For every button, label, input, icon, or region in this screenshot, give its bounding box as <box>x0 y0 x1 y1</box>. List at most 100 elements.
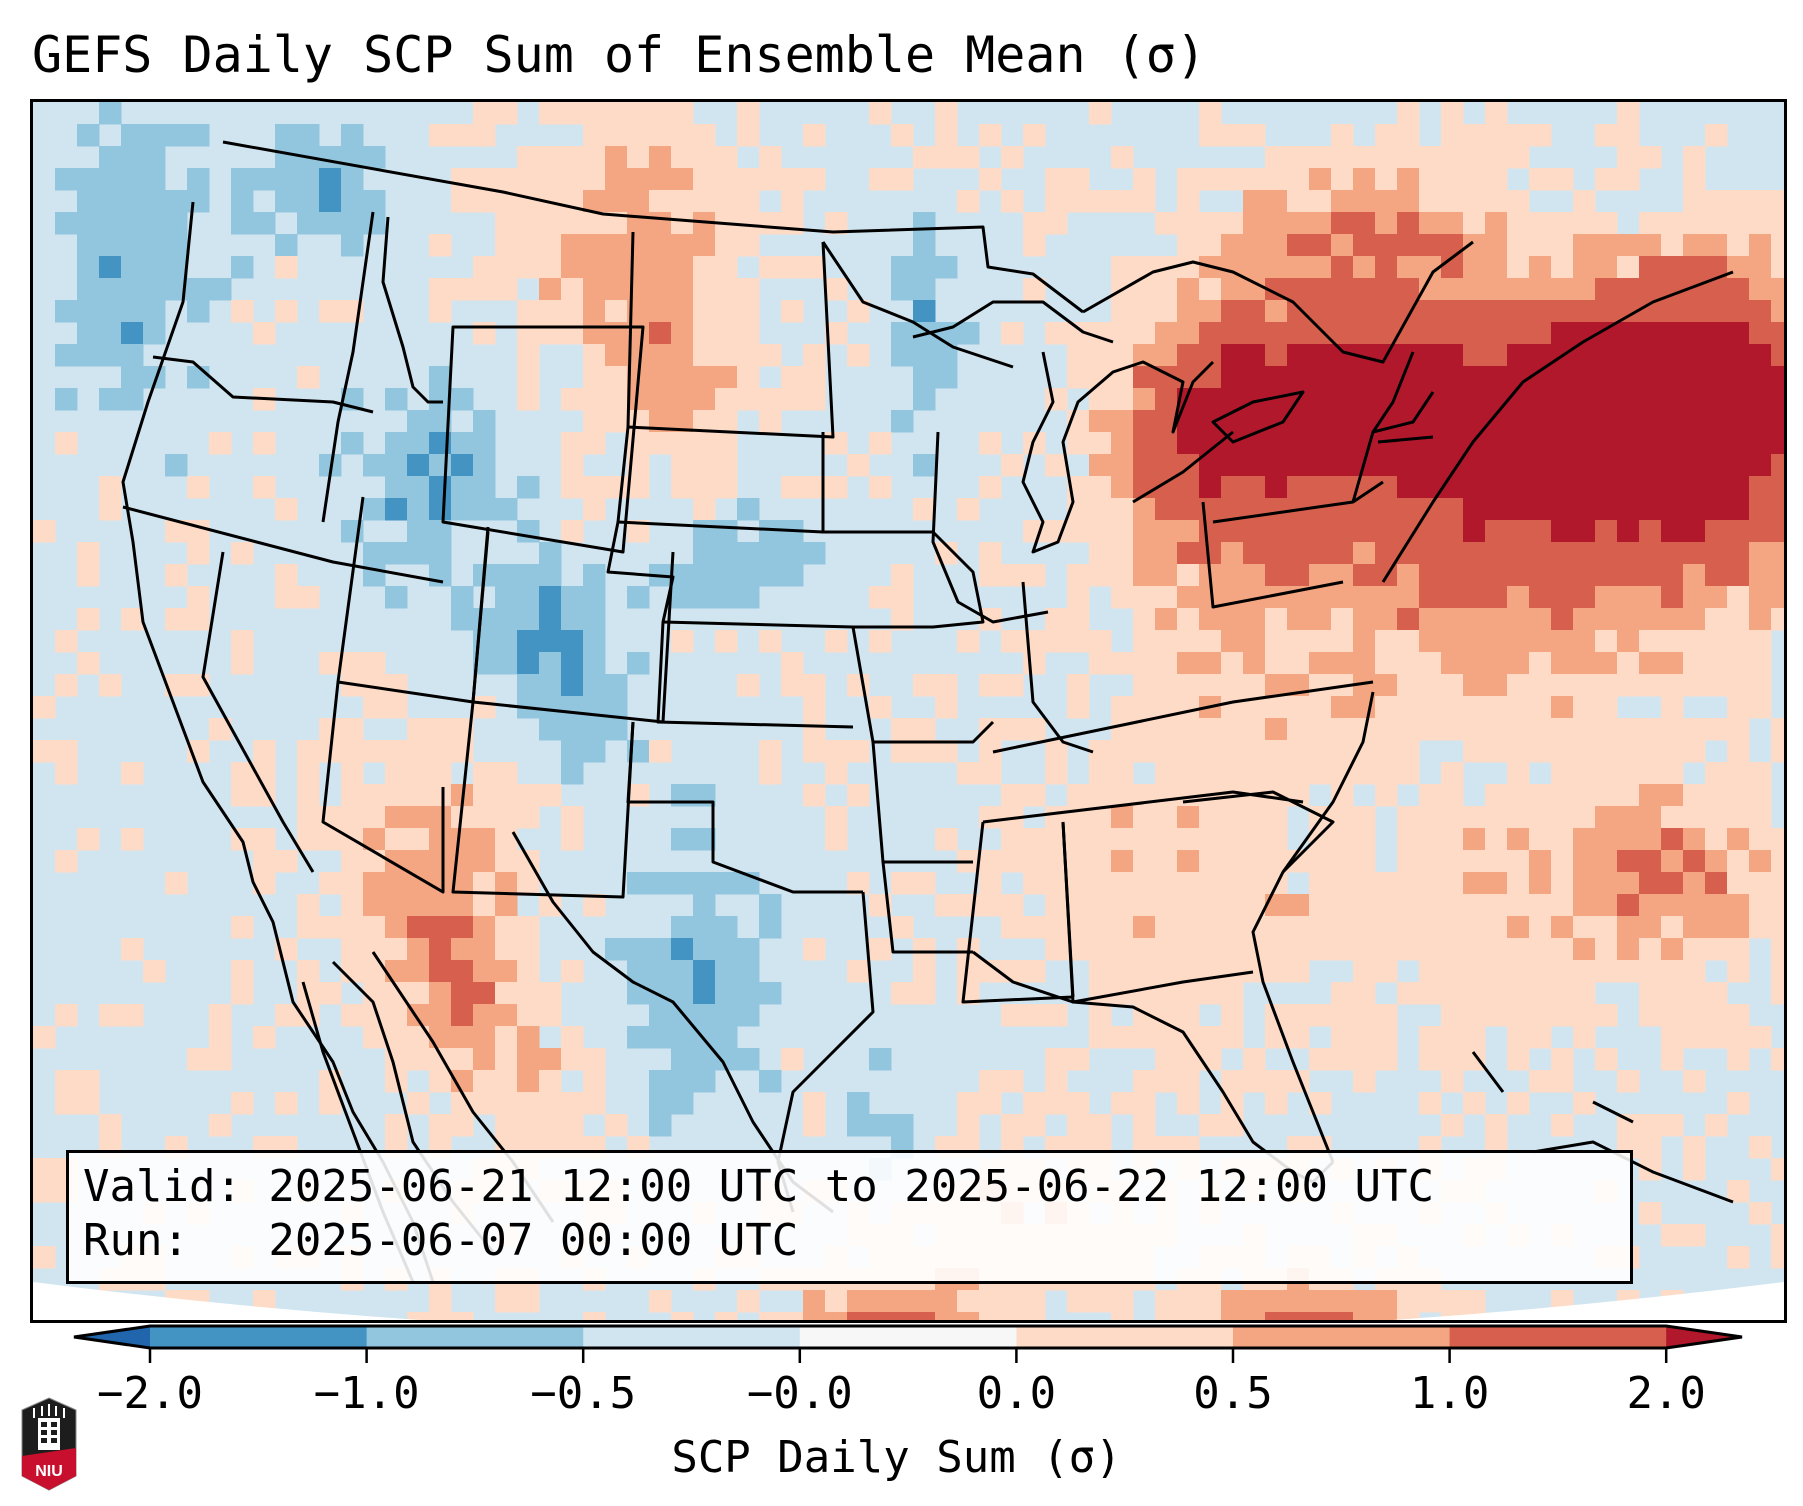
heatmap-cell <box>1375 1004 1398 1027</box>
heatmap-cell <box>1045 762 1068 785</box>
heatmap-cell <box>605 322 628 345</box>
heatmap-cell <box>693 300 716 323</box>
heatmap-cell <box>1771 740 1784 763</box>
heatmap-cell <box>1441 982 1464 1005</box>
heatmap-cell <box>99 388 122 411</box>
heatmap-cell <box>1727 762 1750 785</box>
heatmap-cell <box>1595 608 1618 631</box>
heatmap-cell <box>1397 454 1420 477</box>
heatmap-cell <box>1155 696 1178 719</box>
heatmap-cell <box>99 476 122 499</box>
heatmap-cell <box>1243 322 1266 345</box>
heatmap-cell <box>407 410 430 433</box>
heatmap-cell <box>319 652 342 675</box>
heatmap-cell <box>1133 718 1156 741</box>
heatmap-cell <box>1551 366 1574 389</box>
heatmap-cell <box>1067 850 1090 873</box>
heatmap-cell <box>1001 564 1024 587</box>
heatmap-cell <box>1705 828 1728 851</box>
heatmap-cell <box>1243 366 1266 389</box>
heatmap-cell <box>1419 190 1442 213</box>
heatmap-cell <box>1573 762 1596 785</box>
heatmap-cell <box>1683 1026 1706 1049</box>
heatmap-cell <box>561 718 584 741</box>
heatmap-cell <box>671 916 694 939</box>
heatmap-cell <box>1551 938 1574 961</box>
heatmap-cell <box>385 432 408 455</box>
heatmap-cell <box>1573 542 1596 565</box>
heatmap-cell <box>1705 476 1728 499</box>
heatmap-cell <box>1617 1070 1640 1093</box>
heatmap-cell <box>1221 740 1244 763</box>
heatmap-cell <box>473 608 496 631</box>
heatmap-cell <box>429 938 452 961</box>
heatmap-cell <box>759 168 782 191</box>
heatmap-cell <box>1595 762 1618 785</box>
heatmap-cell <box>1661 1004 1684 1027</box>
heatmap-cell <box>913 872 936 895</box>
heatmap-cell <box>1727 960 1750 983</box>
heatmap-cell <box>1573 740 1596 763</box>
heatmap-cell <box>1771 388 1784 411</box>
heatmap-cell <box>385 872 408 895</box>
border-ny-ne <box>1351 351 1415 503</box>
heatmap-cell <box>451 608 474 631</box>
heatmap-cell <box>1705 982 1728 1005</box>
heatmap-cell <box>1705 520 1728 543</box>
heatmap-cell <box>1133 828 1156 851</box>
border-az-nm <box>321 681 635 899</box>
heatmap-cell <box>737 982 760 1005</box>
border-wi <box>931 431 1049 624</box>
heatmap-cell <box>1089 564 1112 587</box>
heatmap-cell <box>1595 1004 1618 1027</box>
heatmap-cell <box>1507 806 1530 829</box>
heatmap-cell <box>1661 454 1684 477</box>
heatmap-cell <box>275 498 298 521</box>
heatmap-cell <box>1331 608 1354 631</box>
heatmap-cell <box>1771 850 1784 873</box>
heatmap-cell <box>1617 850 1640 873</box>
heatmap-cell <box>1397 828 1420 851</box>
heatmap-cell <box>1001 1312 1024 1320</box>
heatmap-cell <box>913 718 936 741</box>
heatmap-cell <box>275 564 298 587</box>
heatmap-cell <box>517 234 540 257</box>
heatmap-cell <box>1287 938 1310 961</box>
heatmap-cell <box>143 278 166 301</box>
heatmap-cell <box>1133 498 1156 521</box>
heatmap-cell <box>231 300 254 323</box>
heatmap-cell <box>1265 300 1288 323</box>
heatmap-cell <box>1309 850 1332 873</box>
heatmap-cell <box>1089 784 1112 807</box>
heatmap-cell <box>517 520 540 543</box>
heatmap-cell <box>1419 630 1442 653</box>
heatmap-cell <box>1265 454 1288 477</box>
heatmap-cell <box>1243 476 1266 499</box>
heatmap-cell <box>1507 234 1530 257</box>
heatmap-cell <box>1155 608 1178 631</box>
heatmap-cell <box>297 740 320 763</box>
heatmap-cell <box>1331 278 1354 301</box>
heatmap-cell <box>1485 1004 1508 1027</box>
heatmap-cell <box>671 564 694 587</box>
heatmap-cell <box>1287 630 1310 653</box>
heatmap-cell <box>451 982 474 1005</box>
heatmap-cell <box>649 344 672 367</box>
heatmap-cell <box>451 1048 474 1071</box>
heatmap-cell <box>737 344 760 367</box>
heatmap-cell <box>1199 938 1222 961</box>
heatmap-cell <box>1045 872 1068 895</box>
heatmap-cell <box>561 652 584 675</box>
heatmap-cell <box>429 278 452 301</box>
heatmap-cell <box>99 498 122 521</box>
heatmap-cell <box>165 256 188 279</box>
heatmap-cell <box>847 1290 870 1313</box>
heatmap-cell <box>1001 322 1024 345</box>
heatmap-cell <box>429 234 452 257</box>
heatmap-cell <box>1485 740 1508 763</box>
heatmap-cell <box>495 806 518 829</box>
heatmap-cell <box>1661 938 1684 961</box>
border-tn-south <box>982 790 1304 824</box>
heatmap-cell <box>429 762 452 785</box>
heatmap-cell <box>693 542 716 565</box>
